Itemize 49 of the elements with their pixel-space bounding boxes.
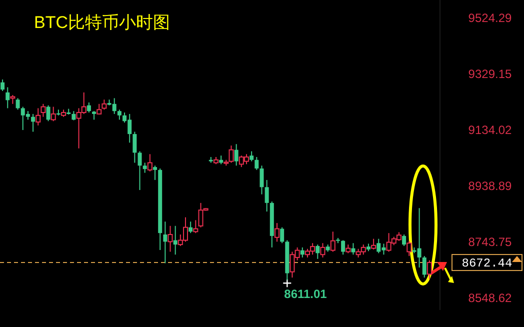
- candlestick: [168, 225, 173, 252]
- candlestick: [316, 244, 320, 260]
- y-tick-label: 8548.62: [468, 290, 512, 305]
- candlestick: [31, 113, 36, 132]
- candlestick: [341, 240, 346, 256]
- candlestick: [422, 256, 426, 278]
- candlestick: [36, 108, 41, 126]
- candlestick: [300, 246, 304, 258]
- candlestick: [426, 260, 432, 280]
- candlestick: [406, 240, 412, 257]
- candlestick: [173, 225, 178, 256]
- candlestick: [0, 79, 5, 92]
- candlestick: [72, 110, 76, 121]
- candlestick: [147, 154, 152, 172]
- candlestick: [40, 103, 46, 118]
- y-tick-label: 9329.15: [468, 66, 512, 81]
- candlestick: [280, 226, 284, 244]
- candlestick: [16, 98, 20, 110]
- candlestick: [193, 220, 198, 234]
- candlestick: [320, 242, 326, 258]
- ref-line-label: 8672.44: [462, 256, 512, 271]
- candlestick: [264, 179, 269, 212]
- candlestick: [163, 221, 168, 264]
- candlestick: [250, 150, 254, 162]
- candlestick: [117, 109, 122, 120]
- y-tick-label: 9524.29: [468, 10, 512, 25]
- candlestick: [132, 131, 137, 164]
- annotation: 8611.01: [284, 287, 328, 302]
- candlestick: [50, 106, 56, 122]
- candlestick: [138, 150, 142, 191]
- candlestick: [142, 162, 147, 174]
- candlestick: [371, 238, 376, 250]
- candlestick: [46, 104, 50, 122]
- candlestick: [234, 144, 238, 166]
- candlestick: [6, 86, 10, 109]
- candlestick: [86, 102, 91, 114]
- text: BTC比特币小时图: [34, 13, 170, 32]
- candlestick: [254, 156, 259, 170]
- candlestick: [330, 231, 336, 252]
- candlestick: [274, 222, 280, 242]
- y-tick-label: 9134.02: [468, 122, 512, 137]
- candlestick: [402, 234, 406, 246]
- candlestick: [351, 242, 356, 256]
- candlestick: [188, 221, 193, 234]
- candlestick: [153, 165, 158, 180]
- y-tick-label: 8743.75: [468, 234, 512, 249]
- y-tick-label: 8938.89: [468, 178, 512, 193]
- candlestick: [260, 165, 264, 195]
- candlestick: [102, 99, 107, 110]
